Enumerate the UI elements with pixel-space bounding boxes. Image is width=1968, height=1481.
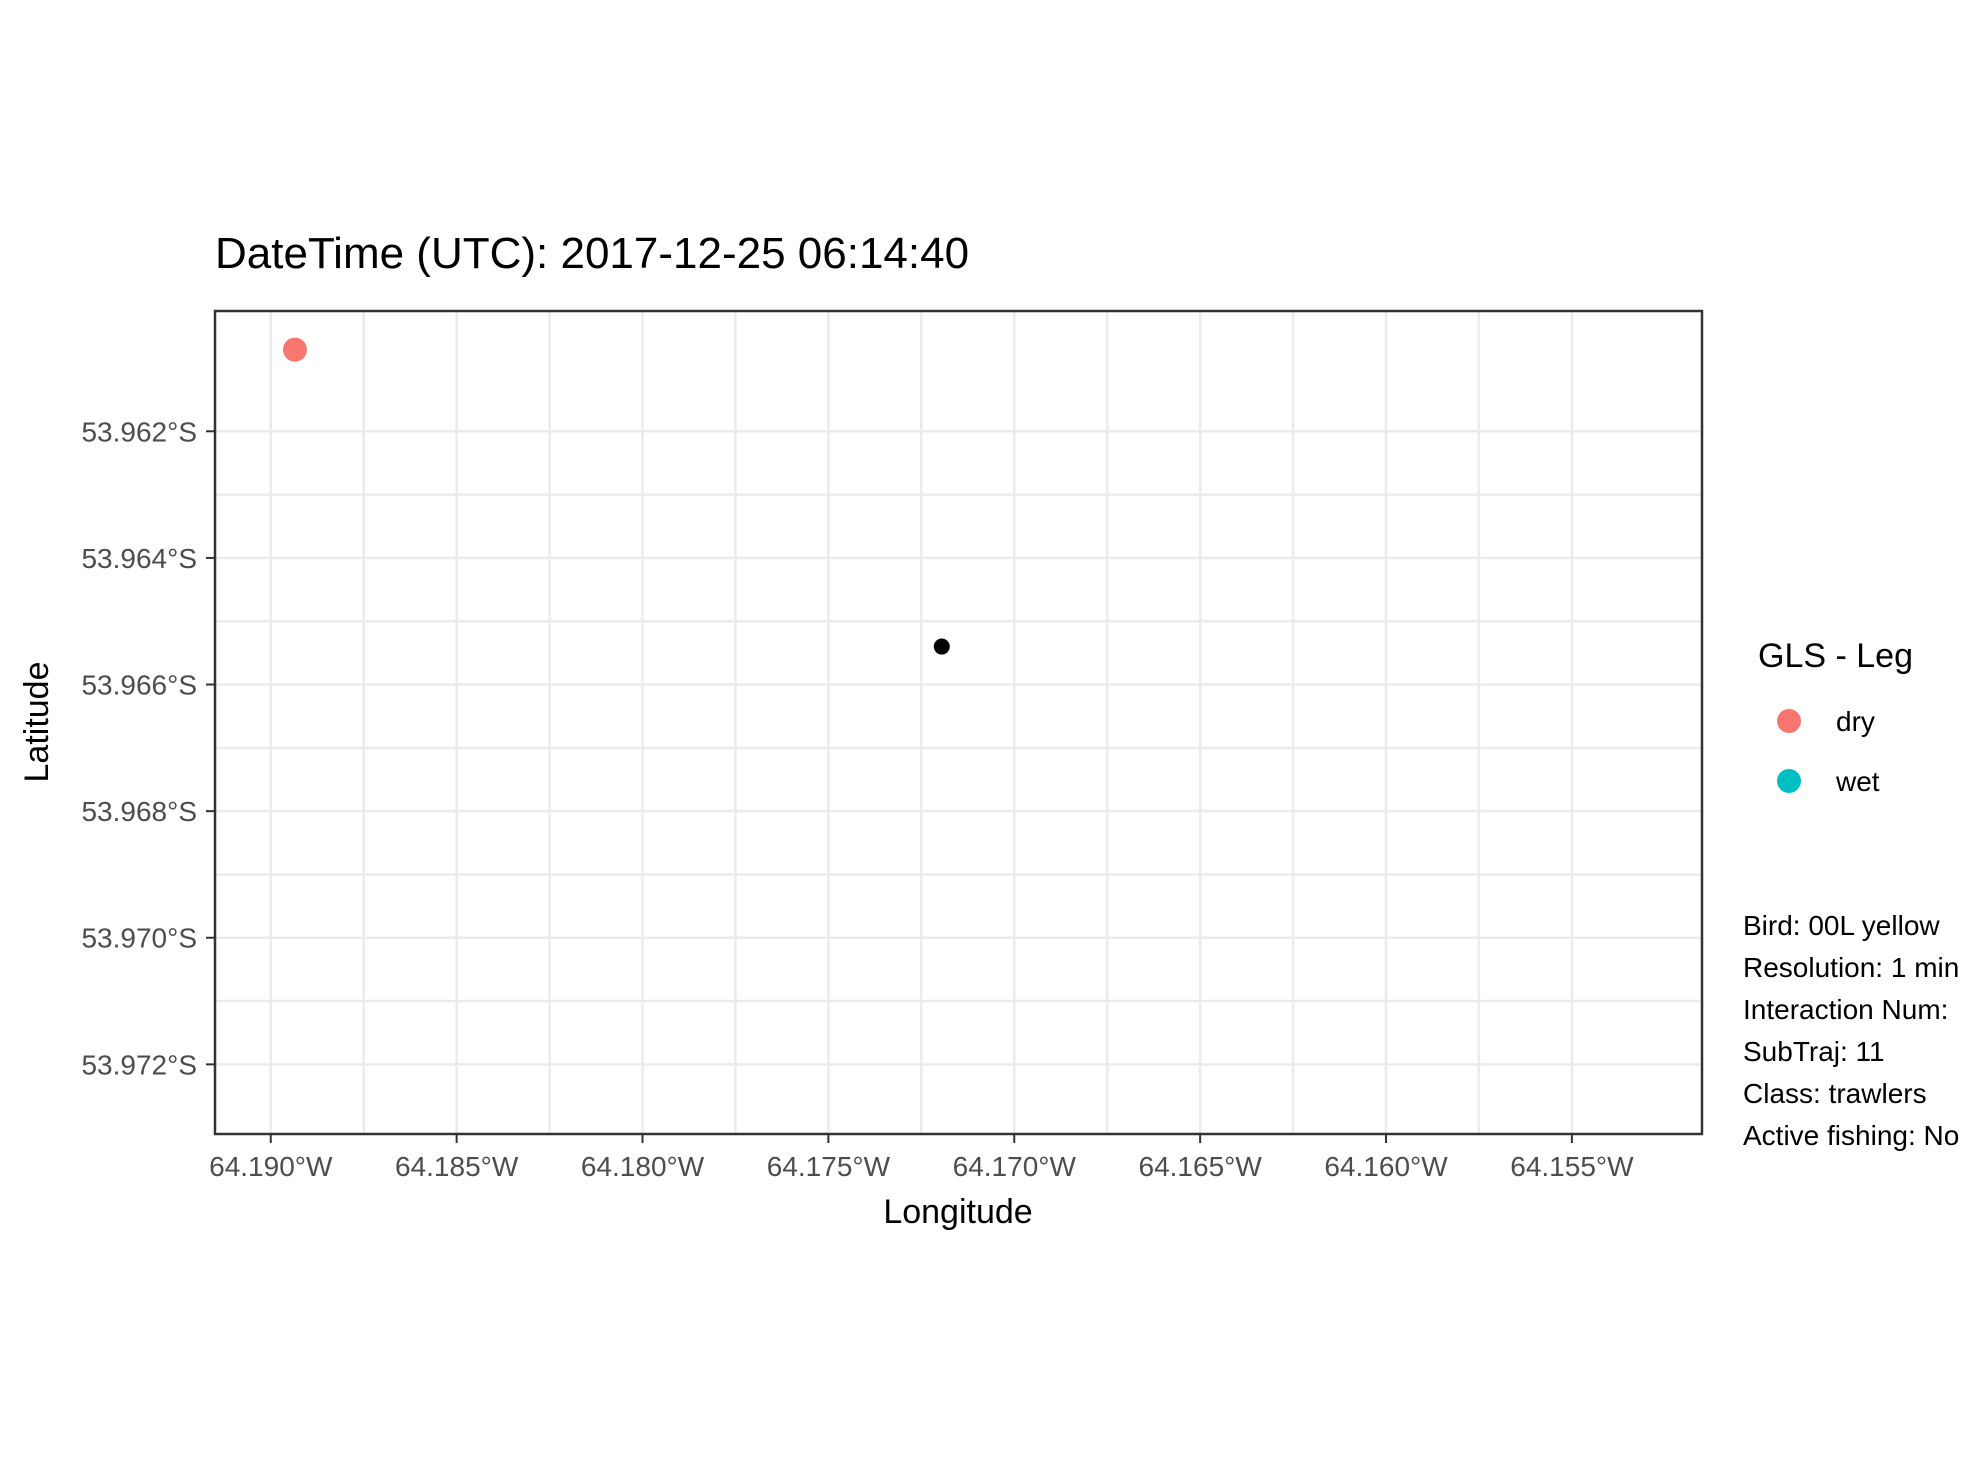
y-tick-label: 53.972°S (81, 1049, 197, 1080)
legend-key-dry (1777, 709, 1801, 733)
x-tick-label: 64.180°W (581, 1151, 705, 1182)
x-tick-label: 64.175°W (767, 1151, 891, 1182)
grid-layer (215, 311, 1702, 1134)
x-tick-label: 64.170°W (953, 1151, 1077, 1182)
x-tick-label: 64.190°W (209, 1151, 333, 1182)
chart-title: DateTime (UTC): 2017-12-25 06:14:40 (215, 229, 969, 278)
y-tick-label: 53.966°S (81, 670, 197, 701)
x-tick-label: 64.160°W (1324, 1151, 1448, 1182)
x-axis-title: Longitude (883, 1193, 1032, 1231)
x-tick-label: 64.185°W (395, 1151, 519, 1182)
info-line: Bird: 00L yellow (1743, 910, 1940, 941)
y-axis-title: Latitude (18, 662, 56, 783)
data-point-dry (282, 337, 307, 362)
y-tick-label: 53.968°S (81, 796, 197, 827)
info-line: Active fishing: No (1743, 1120, 1959, 1151)
info-line: Class: trawlers (1743, 1078, 1927, 1109)
legend-label-dry: dry (1836, 706, 1875, 737)
y-tick-label: 53.964°S (81, 543, 197, 574)
info-line: Interaction Num: (1743, 994, 1948, 1025)
vessel-point (933, 638, 950, 655)
legend-title: GLS - Leg (1758, 637, 1913, 675)
y-tick-label: 53.970°S (81, 923, 197, 954)
legend-label-wet: wet (1835, 766, 1880, 797)
plot-panel (213, 309, 1704, 1136)
legend-key-wet (1777, 769, 1801, 793)
legend: GLS - Leg dry wet (1758, 637, 1913, 797)
legend-entries: dry wet (1777, 706, 1880, 797)
marks-layer (282, 337, 950, 655)
x-tick-label: 64.155°W (1510, 1151, 1634, 1182)
info-line: Resolution: 1 min (1743, 952, 1959, 983)
x-tick-label: 64.165°W (1139, 1151, 1263, 1182)
info-block: Bird: 00L yellow Resolution: 1 min Interac… (1743, 910, 1959, 1151)
y-tick-label: 53.962°S (81, 416, 197, 447)
info-line: SubTraj: 11 (1743, 1036, 1885, 1067)
ticks-layer: 64.190°W 64.185°W 64.180°W 64.175°W 64.170°W… (81, 416, 1634, 1182)
